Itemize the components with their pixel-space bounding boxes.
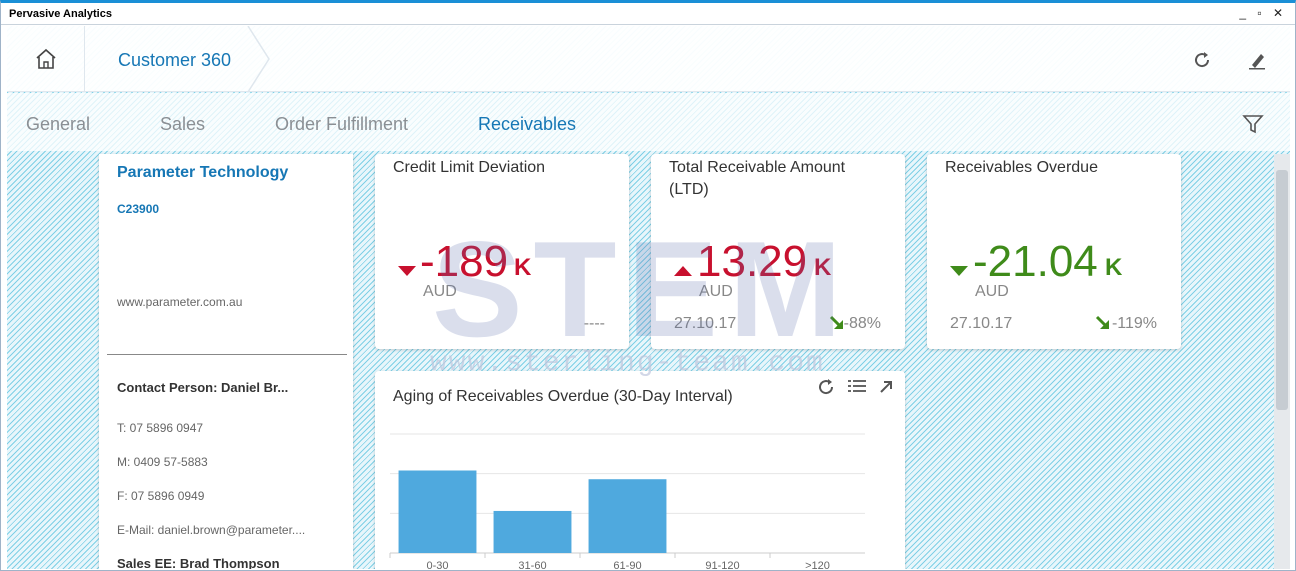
list-icon[interactable] xyxy=(848,379,866,395)
chart-bar-31-60[interactable] xyxy=(493,510,572,553)
home-icon xyxy=(35,48,56,69)
refresh-icon[interactable] xyxy=(816,377,836,397)
kpi-value: -21.04 xyxy=(973,237,1098,286)
kpi-deviation: -88% xyxy=(843,315,881,332)
contact-person: Contact Person: Daniel Br... xyxy=(117,380,289,395)
edit-button[interactable] xyxy=(1245,48,1269,72)
kpi-title: Credit Limit Deviation xyxy=(393,159,546,176)
chart-x-tick-label: 91-120 xyxy=(705,560,739,569)
aging-bar-chart: 0-30 31-60 61-90 91-120 >120 xyxy=(389,433,865,569)
chart-bar-0-30[interactable] xyxy=(398,470,477,553)
chart-title: Aging of Receivables Overdue (30-Day Int… xyxy=(393,388,733,405)
profile-divider xyxy=(107,354,347,355)
breadcrumb-chevron-icon xyxy=(247,26,270,92)
breadcrumb[interactable]: Customer 360 xyxy=(118,50,232,70)
customer-id[interactable]: C23900 xyxy=(117,202,160,216)
kpi-title: Receivables Overdue xyxy=(945,159,1098,176)
tab-general[interactable]: General xyxy=(26,114,91,134)
kpi-deviation: ---- xyxy=(583,315,605,332)
expand-icon[interactable] xyxy=(878,379,894,395)
chart-x-tick-label: 0-30 xyxy=(426,560,448,569)
refresh-icon xyxy=(1195,52,1210,68)
pencil-icon xyxy=(1249,54,1265,70)
kpi-unit: K xyxy=(1105,254,1123,281)
kpi-card-receivables-overdue[interactable]: Receivables Overdue -21.04 K AUD 27.10.1… xyxy=(927,154,1181,349)
tab-order-fulfillment[interactable]: Order Fulfillment xyxy=(275,114,409,134)
kpi-currency: AUD xyxy=(423,283,457,300)
chart-x-tick-label: 31-60 xyxy=(518,560,546,569)
contact-mobile[interactable]: M: 0409 57-5883 xyxy=(117,455,208,469)
window-controls[interactable]: _ ▫ ✕ xyxy=(1239,6,1287,20)
contact-phone[interactable]: T: 07 5896 0947 xyxy=(117,421,204,435)
trend-down-icon xyxy=(398,266,416,276)
scrollbar-thumb[interactable] xyxy=(1276,170,1288,410)
kpi-currency: AUD xyxy=(975,283,1009,300)
contact-email[interactable]: E-Mail: daniel.brown@parameter.... xyxy=(117,523,306,537)
kpi-card-total-receivable[interactable]: Total Receivable Amount (LTD) 13.29 K AU… xyxy=(651,154,905,349)
trend-arrow-down-right-icon xyxy=(829,315,843,329)
refresh-button[interactable] xyxy=(1190,48,1214,72)
tab-receivables[interactable]: Receivables xyxy=(478,114,577,134)
tab-bar: General Sales Order Fulfillment Receivab… xyxy=(7,93,1290,151)
chart-x-tick-label: >120 xyxy=(805,560,830,569)
filter-icon[interactable] xyxy=(1242,113,1264,135)
kpi-currency: AUD xyxy=(699,283,733,300)
customer-profile-card: Parameter Technology C23900 www.paramete… xyxy=(99,154,353,569)
kpi-date: 27.10.17 xyxy=(674,315,737,332)
trend-up-icon xyxy=(674,266,692,276)
customer-website[interactable]: www.parameter.com.au xyxy=(117,295,243,309)
vertical-scrollbar[interactable] xyxy=(1274,154,1290,569)
title-bar: Pervasive Analytics _ ▫ ✕ xyxy=(1,3,1295,25)
main-content: Customer 360 General Sales Order Fulfill xyxy=(7,26,1290,569)
chart-bar-61-90[interactable] xyxy=(588,479,667,553)
contact-fax: F: 07 5896 0949 xyxy=(117,489,205,503)
kpi-unit: K xyxy=(514,254,532,281)
sales-employee: Sales EE: Brad Thompson xyxy=(117,556,280,569)
chart-x-tick-label: 61-90 xyxy=(613,560,641,569)
kpi-value: -189 xyxy=(420,237,509,286)
kpi-value: 13.29 xyxy=(697,237,808,286)
window-title: Pervasive Analytics xyxy=(9,8,112,20)
aging-chart-card: Aging of Receivables Overdue (30-Day Int… xyxy=(375,371,905,569)
trend-down-icon xyxy=(950,266,968,276)
kpi-card-credit-limit[interactable]: Credit Limit Deviation -189 K AUD ---- xyxy=(375,154,629,349)
trend-arrow-down-right-icon xyxy=(1095,315,1109,329)
tab-sales[interactable]: Sales xyxy=(160,114,206,134)
customer-name[interactable]: Parameter Technology xyxy=(117,164,289,181)
home-button[interactable] xyxy=(7,26,85,92)
kpi-unit: K xyxy=(814,254,832,281)
kpi-date: 27.10.17 xyxy=(950,315,1013,332)
app-header: Customer 360 xyxy=(7,26,1290,92)
kpi-deviation: -119% xyxy=(1111,315,1157,332)
kpi-title: Total Receivable Amount (LTD) xyxy=(669,159,846,198)
